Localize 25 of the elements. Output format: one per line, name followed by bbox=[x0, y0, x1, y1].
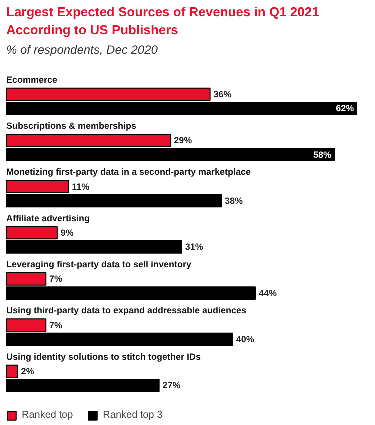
data-label: 2% bbox=[21, 366, 34, 376]
data-label: 40% bbox=[236, 334, 254, 344]
chart-title: Largest Expected Sources of Revenues in Q1 2021 According to US Publishers bbox=[6, 4, 320, 38]
legend-label: Ranked top 3 bbox=[103, 410, 163, 421]
y-tick-label: Leveraging first-party data to sell inventory bbox=[6, 260, 192, 270]
y-tick-label: Monetizing first-party data in a second-party marketplace bbox=[6, 167, 252, 178]
chart-subtitle: % of respondents, Dec 2020 bbox=[6, 42, 158, 57]
data-label: 9% bbox=[60, 228, 74, 238]
data-label: 44% bbox=[258, 288, 278, 298]
data-label: 11% bbox=[72, 182, 90, 192]
y-tick-label: Ecommerce bbox=[6, 74, 58, 85]
data-label: 29% bbox=[174, 136, 192, 146]
data-label: 31% bbox=[185, 242, 204, 252]
y-tick-label: Using third-party data to expand addressable audiences bbox=[6, 306, 247, 316]
data-label: 36% bbox=[214, 90, 232, 100]
data-label: 38% bbox=[225, 196, 244, 206]
legend-label: Ranked top bbox=[22, 410, 74, 421]
data-label: 27% bbox=[162, 380, 181, 391]
data-label: 58% bbox=[313, 150, 332, 160]
y-tick-label: Using identity solutions to stitch together IDs bbox=[6, 352, 202, 362]
y-tick-label: Affiliate advertising bbox=[6, 213, 90, 224]
y-tick-label: Subscriptions & memberships bbox=[6, 121, 137, 132]
data-label: 62% bbox=[336, 104, 354, 114]
data-label: 7% bbox=[50, 320, 63, 330]
data-label: 7% bbox=[50, 274, 63, 284]
